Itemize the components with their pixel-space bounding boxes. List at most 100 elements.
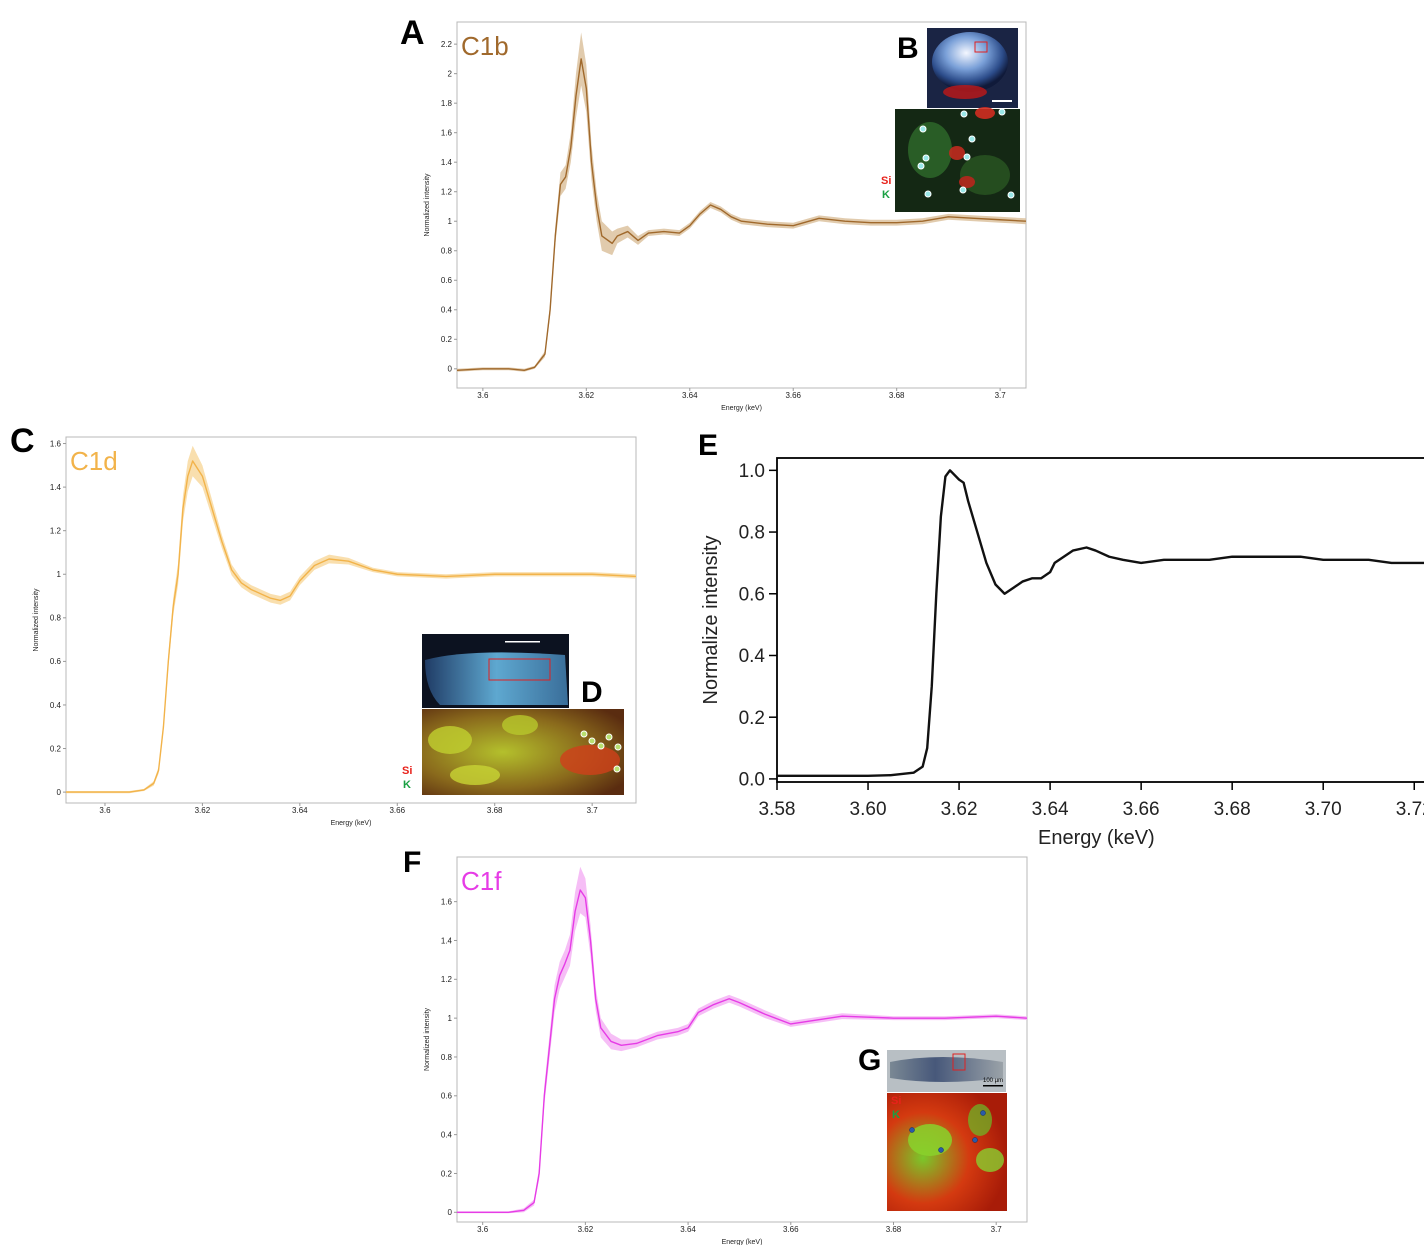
k-label-b: K <box>882 189 890 201</box>
x-tick-label: 3.66 <box>389 806 405 815</box>
y-tick-label: 0.8 <box>441 247 453 256</box>
y-tick-label: 1.2 <box>441 188 453 197</box>
x-tick-label: 3.62 <box>941 799 978 820</box>
y-tick-label: 0.6 <box>739 584 765 605</box>
y-tick-label: 0.4 <box>441 1130 453 1139</box>
y-axis-label: Normalize intensity <box>700 536 722 705</box>
series-line <box>66 460 636 793</box>
plot-frame <box>456 21 1027 389</box>
panel-letter-d: D <box>581 676 603 709</box>
series-line <box>777 469 1424 778</box>
k-region-g-2 <box>976 1148 1004 1172</box>
x-tick-label: 3.68 <box>487 806 503 815</box>
k-region-g <box>908 1124 952 1156</box>
y-axis-label: Normalized intensity <box>33 588 40 652</box>
si-label-b: Si <box>881 175 891 187</box>
plot-frame <box>65 436 637 804</box>
point-markers-g <box>909 1110 986 1153</box>
y-tick-label: 0.4 <box>441 306 453 315</box>
scale-bar-g <box>983 1085 1003 1087</box>
k-region-b <box>908 122 952 178</box>
si-region-b-2 <box>949 146 965 160</box>
k-label-g: K <box>892 1109 900 1121</box>
k-region-d <box>428 726 472 754</box>
y-tick-label: 0.2 <box>441 1169 453 1178</box>
y-tick-label: 1 <box>448 217 453 226</box>
chart-panel-c: 0 0.2 0.4 0.6 0.8 1 1.2 1.4 1.6 3.6 3.62 3.64 3.66 3.… <box>33 436 637 827</box>
panel-letter-e: E <box>698 429 718 462</box>
y-tick-label: 0 <box>57 788 62 797</box>
chart-title: C1b <box>461 31 509 61</box>
y-tick-label: 1.8 <box>441 99 453 108</box>
inset-g: G 100 µm Si K <box>858 1044 1007 1211</box>
y-tick-label: 2 <box>448 69 453 78</box>
y-tick-label: 1.2 <box>50 526 62 535</box>
y-tick-label: 0.6 <box>50 657 62 666</box>
x-tick-label: 3.66 <box>785 391 801 400</box>
chart-panel-e: 0.0 0.2 0.4 0.6 0.8 1.0 3.58 3.60 3.62 3.64 3.66 3.… <box>700 457 1424 849</box>
si-label-d: Si <box>402 765 412 777</box>
y-tick-label: 1.6 <box>50 439 62 448</box>
roi-box-b <box>974 41 988 53</box>
y-tick-label: 0.6 <box>441 276 453 285</box>
scale-bar-b <box>992 100 1012 102</box>
plot-area <box>66 445 636 794</box>
y-tick-label: 1.4 <box>441 158 453 167</box>
k-region-b-2 <box>960 155 1010 195</box>
x-tick-label: 3.72 <box>1396 799 1424 820</box>
panel-letter-g: G <box>858 1044 881 1077</box>
k-region-d-3 <box>450 765 500 785</box>
plot-area <box>457 866 1027 1214</box>
y-tick-label: 0.8 <box>50 614 62 623</box>
y-tick-label: 0.2 <box>739 708 765 729</box>
panel-letter-f: F <box>403 846 421 879</box>
y-tick-label: 1.4 <box>50 483 62 492</box>
x-tick-label: 3.6 <box>99 806 111 815</box>
plot-frame <box>456 856 1028 1223</box>
x-tick-label: 3.7 <box>995 391 1007 400</box>
panel-letter-b: B <box>897 32 919 65</box>
y-tick-label: 0 <box>448 1208 453 1217</box>
plot-area <box>457 32 1026 372</box>
x-tick-label: 3.66 <box>1123 799 1160 820</box>
y-tick-label: 1 <box>57 570 62 579</box>
y-axis-label: Normalized intensity <box>424 1007 431 1071</box>
x-tick-label: 3.6 <box>477 1225 489 1234</box>
panel-letter-a: A <box>400 14 425 52</box>
x-tick-label: 3.64 <box>682 391 698 400</box>
y-tick-label: 1.0 <box>739 461 765 482</box>
k-region-g-3 <box>968 1104 992 1136</box>
y-axis-label: Normalized intensity <box>424 173 431 237</box>
x-axis-label: Energy (keV) <box>331 820 372 827</box>
y-tick-label: 0.4 <box>739 646 766 667</box>
x-tick-label: 3.58 <box>759 799 796 820</box>
x-tick-label: 3.64 <box>292 806 308 815</box>
x-tick-label: 3.7 <box>991 1225 1003 1234</box>
y-tick-label: 0.6 <box>441 1092 453 1101</box>
k-label-d: K <box>403 779 411 791</box>
sample-grain-d <box>425 652 568 705</box>
plot-frame <box>776 457 1424 783</box>
si-region-d <box>560 745 620 775</box>
y-tick-label: 1.2 <box>441 975 453 984</box>
x-tick-label: 3.66 <box>783 1225 799 1234</box>
roi-box-g <box>952 1053 966 1071</box>
red-region-b <box>943 85 987 99</box>
chart-panel-f: 0 0.2 0.4 0.6 0.8 1 1.2 1.4 1.6 3.6 3.62 3.64 3.66 3.… <box>424 856 1028 1245</box>
sample-grain-b <box>932 32 1008 92</box>
si-region-b <box>975 107 995 119</box>
chart-title: C1d <box>70 446 118 476</box>
panel-letter-c: C <box>10 422 35 460</box>
x-tick-label: 3.68 <box>889 391 905 400</box>
y-tick-label: 0.4 <box>50 701 62 710</box>
k-region-d-2 <box>502 715 538 735</box>
scale-bar-label-g: 100 µm <box>983 1078 1003 1084</box>
x-tick-label: 3.62 <box>195 806 211 815</box>
series-line <box>457 58 1026 371</box>
x-tick-label: 3.68 <box>886 1225 902 1234</box>
y-tick-label: 0.8 <box>441 1053 453 1062</box>
x-tick-label: 3.62 <box>578 1225 594 1234</box>
y-tick-label: 0.2 <box>441 335 453 344</box>
roi-box-d <box>488 658 551 681</box>
